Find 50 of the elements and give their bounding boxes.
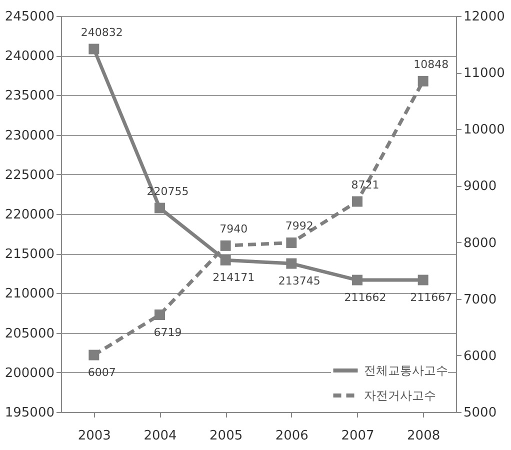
x-tick-label: 2004 — [144, 428, 177, 444]
legend-label: 자전거사고수 — [364, 388, 436, 402]
data-label: 7940 — [220, 222, 248, 236]
point — [286, 258, 297, 269]
y-tick-label: 245000 — [4, 10, 54, 24]
data-label: 213745 — [278, 274, 320, 288]
point — [154, 310, 165, 320]
y-tick-label: 220000 — [4, 208, 54, 222]
y-tick-label: 200000 — [4, 366, 54, 381]
x-tick-label: 2008 — [407, 428, 440, 444]
data-label: 214171 — [212, 271, 255, 284]
y2-tick-label: 12000 — [464, 10, 505, 24]
y-tick-label: 205000 — [4, 326, 54, 342]
y2-tick-label: 10000 — [464, 122, 505, 138]
point — [88, 350, 100, 360]
data-label: 8721 — [351, 178, 380, 192]
y-tick-label: 195000 — [4, 406, 54, 420]
y2-tick-label: 9000 — [464, 179, 497, 194]
y-tick-label: 225000 — [4, 168, 54, 183]
y2-tick-label: 8000 — [464, 236, 497, 251]
y-tick-label: 235000 — [4, 88, 54, 104]
x-tick-label: 2006 — [275, 428, 308, 444]
data-label: 211667 — [410, 290, 452, 304]
y2-tick-label: 6000 — [464, 348, 497, 364]
y2-tick-label: 5000 — [464, 406, 497, 420]
point — [220, 240, 231, 251]
point — [286, 237, 297, 248]
y-tick-label: 230000 — [4, 128, 54, 144]
point — [88, 44, 100, 54]
y-tick-label: 240000 — [4, 49, 54, 64]
y2-tick-label: 11000 — [464, 66, 505, 82]
data-label: 10848 — [414, 58, 449, 72]
y2-tick-label: 7000 — [464, 292, 497, 308]
y-tick-label: 210000 — [4, 286, 54, 302]
data-label: 6007 — [88, 366, 116, 380]
data-label: 211662 — [344, 291, 386, 304]
point — [418, 274, 428, 286]
x-tick-label: 2007 — [341, 428, 374, 444]
point — [352, 274, 362, 286]
data-label: 6719 — [154, 326, 182, 339]
point — [352, 196, 362, 207]
point — [220, 254, 231, 266]
x-tick-label: 2005 — [210, 428, 243, 444]
point — [418, 76, 428, 86]
x-tick-label: 2003 — [78, 428, 111, 444]
data-label: 240832 — [80, 26, 123, 40]
data-label: 7992 — [285, 220, 314, 233]
y-tick-label: 215000 — [4, 247, 54, 262]
legend-label: 전체교통사고수 — [364, 364, 448, 378]
point — [154, 202, 165, 214]
